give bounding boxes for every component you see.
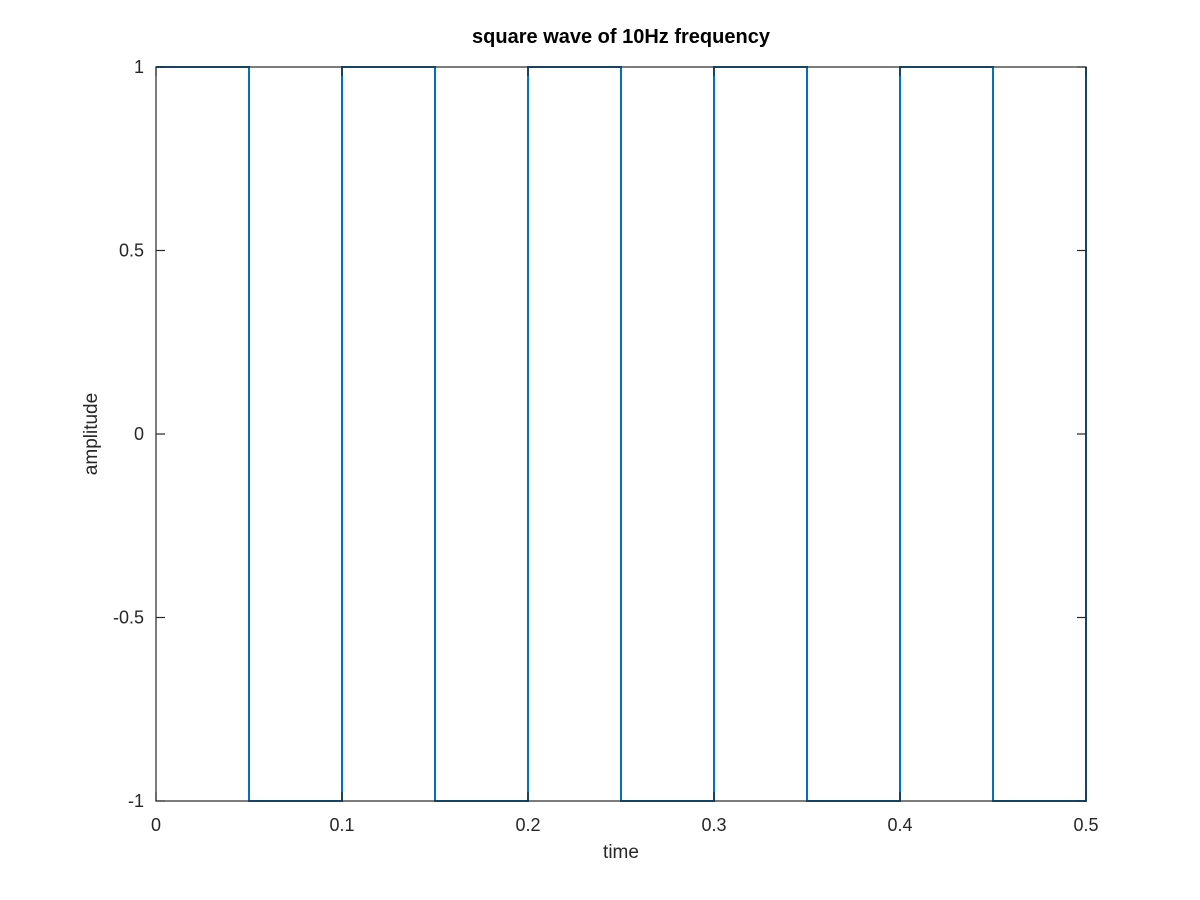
plot-area [155,66,1087,802]
axes-box [155,66,1087,802]
x-tick-labels: 0 0.1 0.2 0.3 0.4 0.5 [151,815,1099,835]
x-axis-label: time [603,842,639,863]
y-tick-labels: -1 -0.5 0 0.5 1 [113,57,144,811]
y-tick-label: 0 [134,424,144,444]
y-tick-label: -0.5 [113,608,144,628]
x-tick-label: 0.4 [887,815,912,835]
x-tick-label: 0.5 [1073,815,1098,835]
y-tick-label: 1 [134,57,144,77]
chart-title: square wave of 10Hz frequency [472,26,771,48]
y-axis-label: amplitude [81,393,102,475]
x-tick-label: 0.2 [515,815,540,835]
x-tick-label: 0.1 [329,815,354,835]
y-tick-label: 0.5 [119,241,144,261]
x-tick-label: 0.3 [701,815,726,835]
x-tick-label: 0 [151,815,161,835]
y-tick-label: -1 [128,791,144,811]
